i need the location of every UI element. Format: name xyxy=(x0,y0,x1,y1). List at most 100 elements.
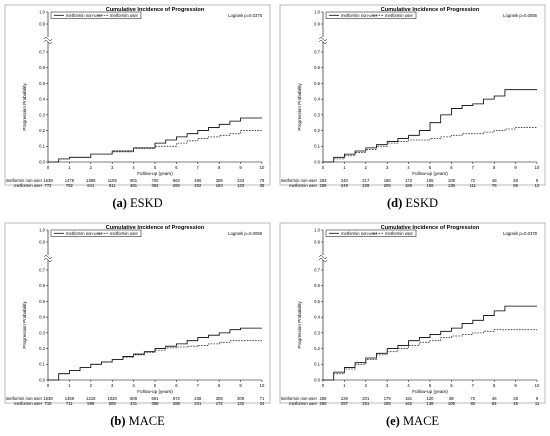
risk-table-value: 138 xyxy=(448,183,456,188)
risk-table-value: 641 xyxy=(87,183,95,188)
x-tick-label: 4 xyxy=(407,165,410,170)
figure-frame xyxy=(279,4,546,186)
risk-table-value: 481 xyxy=(130,183,138,188)
series-line-non-user xyxy=(48,327,262,381)
axis-break-gap xyxy=(44,37,52,42)
caption-letter: (e) xyxy=(385,414,400,428)
y-tick-label: 0.0 xyxy=(314,377,320,382)
risk-table-value: 1475 xyxy=(65,178,75,183)
risk-table-value: 808 xyxy=(130,396,138,401)
risk-table-value: 34 xyxy=(260,401,265,406)
risk-table-value: 511 xyxy=(109,183,116,188)
risk-table-value: 240 xyxy=(341,178,349,183)
y-tick-label: 0.5 xyxy=(314,81,320,86)
risk-table-value: 691 xyxy=(152,396,160,401)
y-tick-label: 0.7 xyxy=(39,267,45,272)
legend: metformin non-user metformin user xyxy=(325,11,417,19)
x-tick-label: 3 xyxy=(386,383,389,388)
x-tick-label: 5 xyxy=(154,165,157,170)
figure-frame xyxy=(279,222,546,404)
risk-table-value: 262 xyxy=(194,183,202,188)
risk-table-value: 229 xyxy=(341,396,349,401)
y-tick-label: 0.4 xyxy=(39,315,45,320)
axis-break-gap xyxy=(319,255,327,260)
x-tick-label: 7 xyxy=(472,165,475,170)
risk-table-value: 28 xyxy=(513,396,518,401)
risk-table-value: 1388 xyxy=(86,178,96,183)
risk-table-value: 12 xyxy=(535,183,540,188)
y-tick-label: 0.2 xyxy=(39,128,45,133)
x-tick-label: 10 xyxy=(535,383,540,388)
risk-table-value: 28 xyxy=(513,178,518,183)
risk-table-value: 231 xyxy=(194,401,202,406)
risk-table-value: 165 xyxy=(427,178,435,183)
x-tick-label: 10 xyxy=(535,165,540,170)
y-tick-label: 0.0 xyxy=(314,159,320,164)
figure-frame xyxy=(4,222,271,404)
legend: metformin non-user metformin user xyxy=(325,229,417,237)
x-tick-label: 7 xyxy=(197,165,200,170)
risk-table-value: 186 xyxy=(384,178,392,183)
axis-break-upper xyxy=(318,255,328,259)
x-tick-label: 3 xyxy=(386,165,389,170)
axis-break-gap xyxy=(319,37,327,42)
x-axis-title: Follow-up (years) xyxy=(412,389,448,394)
y-tick-label: 0.4 xyxy=(314,97,320,102)
logrank-p-value: Logrank p=0.0059 xyxy=(228,231,263,236)
legend-box xyxy=(325,229,417,237)
risk-table-value: 82 xyxy=(470,401,475,406)
series-line-non-user xyxy=(323,305,537,381)
risk-table-value: 772 xyxy=(45,183,53,188)
x-tick-label: 9 xyxy=(514,383,517,388)
x-tick-label: 8 xyxy=(218,165,221,170)
risk-table-value: 259 xyxy=(320,183,328,188)
y-tick-label: 0.9 xyxy=(39,239,45,244)
x-tick-label: 9 xyxy=(239,383,242,388)
risk-table-value: 172 xyxy=(216,401,224,406)
y-tick-label: 0.2 xyxy=(314,346,320,351)
risk-table-label: metformin non-user xyxy=(6,396,43,401)
risk-table-label: metformin non-user xyxy=(281,396,318,401)
risk-table-value: 179 xyxy=(384,396,392,401)
x-tick-label: 1 xyxy=(343,383,346,388)
x-tick-label: 0 xyxy=(47,383,50,388)
risk-table-value: 598 xyxy=(87,401,95,406)
y-tick-label: 0.3 xyxy=(314,330,320,335)
caption-letter: (a) xyxy=(112,196,127,210)
x-tick-label: 6 xyxy=(450,165,453,170)
y-axis-title: Progression Probability xyxy=(22,83,27,131)
y-axis-title: Progression Probability xyxy=(297,83,302,131)
risk-table-label: metformin non-user xyxy=(281,178,318,183)
risk-table-value: 156 xyxy=(427,183,435,188)
risk-table-value: 228 xyxy=(362,183,370,188)
axis-break-upper xyxy=(318,37,328,41)
caption-a: (a) ESKD xyxy=(0,196,275,211)
risk-table-value: 233 xyxy=(237,178,245,183)
risk-table-value: 700 xyxy=(152,178,160,183)
series-line-user xyxy=(48,130,262,163)
y-tick-label: 0.6 xyxy=(39,65,45,70)
x-tick-label: 0 xyxy=(322,165,325,170)
risk-table-value: 71 xyxy=(260,396,265,401)
x-axis-title: Follow-up (years) xyxy=(137,171,173,176)
logrank-p-value: Logrank p=0.0055 xyxy=(503,13,538,18)
x-tick-label: 4 xyxy=(132,383,135,388)
y-tick-label: 1.0 xyxy=(314,227,320,232)
risk-table-label: metformin non-user xyxy=(6,178,43,183)
x-tick-label: 10 xyxy=(260,165,265,170)
y-tick-label: 0.5 xyxy=(39,81,45,86)
risk-table-value: 11 xyxy=(535,401,540,406)
x-tick-label: 4 xyxy=(132,165,135,170)
legend-box xyxy=(50,229,142,237)
x-tick-label: 6 xyxy=(175,165,178,170)
y-tick-label: 0.0 xyxy=(39,159,45,164)
x-axis-title: Follow-up (years) xyxy=(412,171,448,176)
risk-table-value: 249 xyxy=(341,183,349,188)
risk-table-value: 46 xyxy=(492,396,497,401)
chart-title: Cumulative Incidence of Progression xyxy=(381,225,480,231)
axis-break-upper xyxy=(43,255,53,259)
risk-table-value: 185 xyxy=(384,401,392,406)
y-tick-label: 0.1 xyxy=(314,362,320,367)
axis-break-lower xyxy=(318,40,328,44)
y-tick-label: 1.0 xyxy=(314,9,320,14)
